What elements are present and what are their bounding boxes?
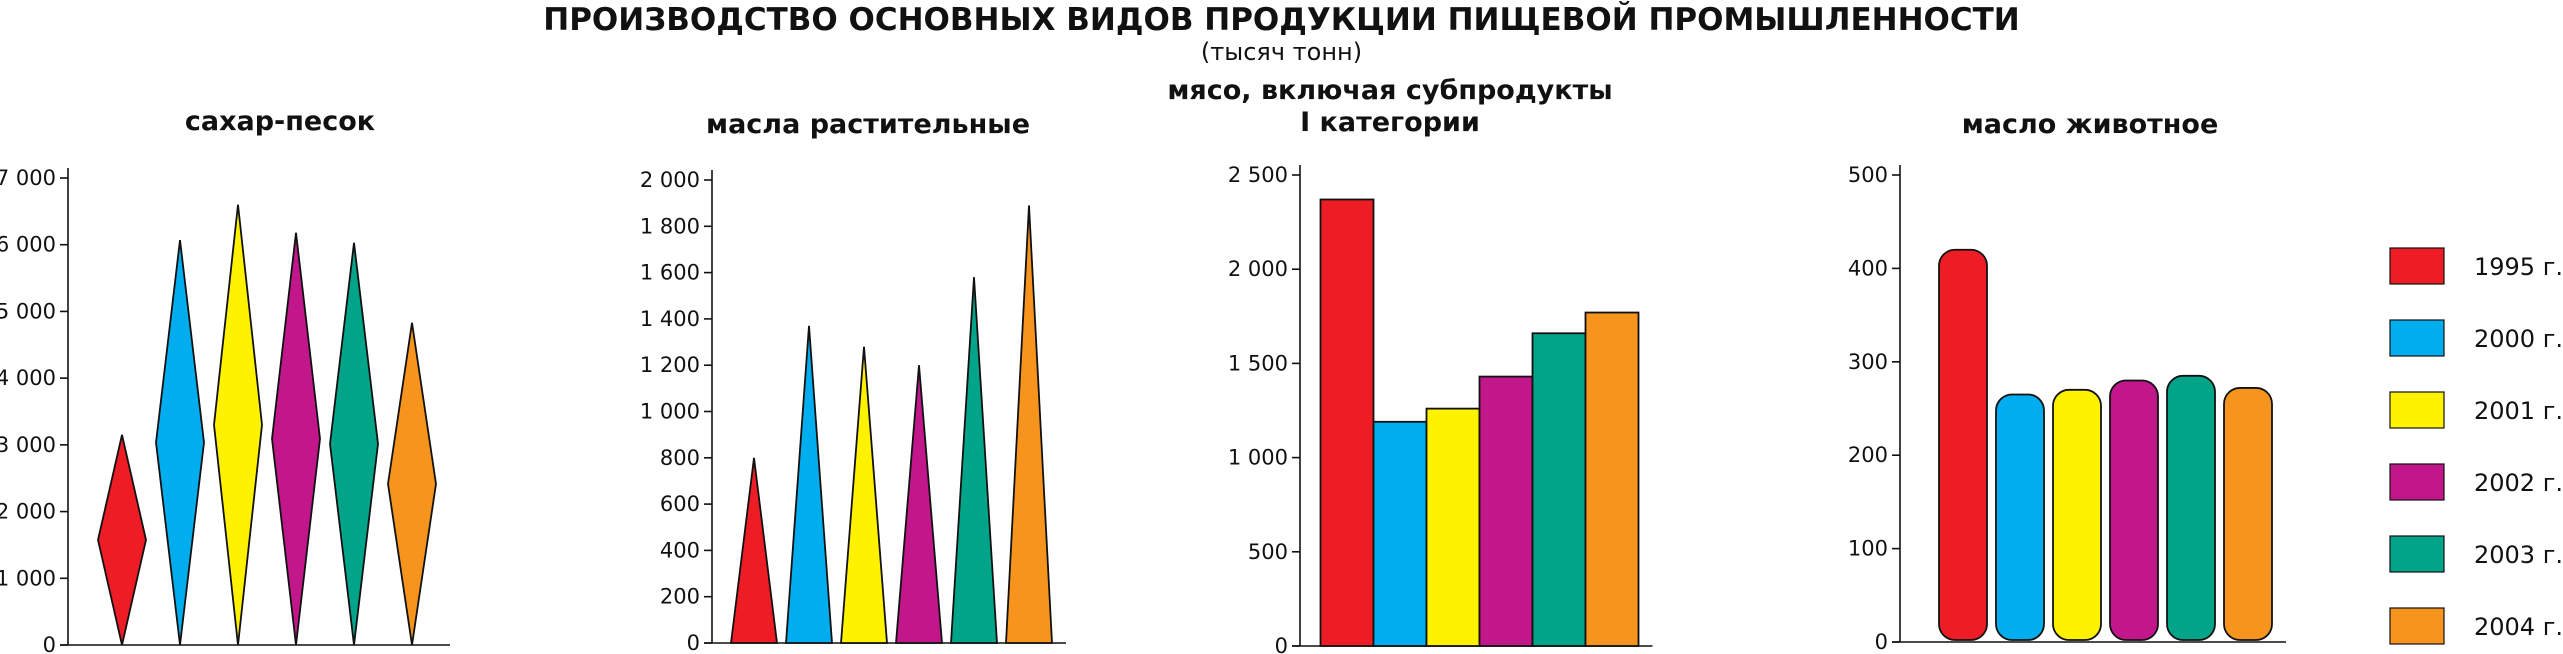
- y-tick-label: 2 000: [1228, 257, 1288, 281]
- bar-2001-diamond: [213, 204, 263, 646]
- bar-2001-rounded: [2052, 388, 2102, 641]
- legend-swatch-2000: [2389, 319, 2445, 357]
- bar-1995-rounded: [1938, 248, 1988, 641]
- bar-2000-triangle: [785, 325, 833, 644]
- y-tick-label: 2 500: [1228, 163, 1288, 187]
- legend-swatch-2002: [2389, 463, 2445, 501]
- y-tick-label: 3 000: [0, 433, 56, 457]
- y-tick-label: 300: [1848, 350, 1888, 374]
- bar-2000-rounded: [1995, 393, 2045, 641]
- y-tick-label: 400: [1848, 256, 1888, 280]
- y-tick-label: 2 000: [0, 500, 56, 524]
- bar-1995-triangle: [729, 457, 779, 644]
- y-tick-label: 800: [660, 446, 700, 470]
- y-tick-label: 1 000: [0, 566, 56, 590]
- y-tick-label: 6 000: [0, 233, 56, 257]
- bar-2002-rounded: [2109, 379, 2159, 641]
- legend-swatch-2004: [2389, 607, 2445, 645]
- bar-2003-diamond: [329, 242, 379, 646]
- legend-label-2003: 2003 г.: [2474, 541, 2563, 569]
- legend-swatch-2003: [2389, 535, 2445, 573]
- bar-2003-rounded: [2166, 374, 2216, 641]
- y-tick-label: 7 000: [0, 166, 56, 190]
- legend: 1995 г. 2000 г. 2001 г. 2002 г. 2003 г. 2004 …: [2389, 247, 2563, 645]
- chart-main-title: ПРОИЗВОДСТВО ОСНОВНЫХ ВИДОВ ПРОДУКЦИИ ПИ…: [543, 2, 2020, 38]
- y-tick-label: 1 000: [640, 400, 700, 424]
- legend-swatch-1995: [2389, 247, 2445, 285]
- y-tick-label: 600: [660, 492, 700, 516]
- legend-label-2002: 2002 г.: [2474, 469, 2563, 497]
- bar-2003-triangle: [950, 277, 998, 644]
- y-tick-label: 100: [1848, 537, 1888, 561]
- y-tick-label: 0: [1275, 634, 1288, 654]
- y-tick-label: 0: [1875, 630, 1888, 654]
- y-tick-label: 500: [1848, 163, 1888, 187]
- bar-2004-rounded: [2223, 387, 2273, 641]
- panel-title: масло животное: [1962, 109, 2219, 140]
- panel-title: I категории: [1300, 107, 1480, 138]
- y-tick-label: 400: [660, 538, 700, 562]
- bar-2002-triangle: [895, 365, 943, 644]
- bar-1995-rect: [1319, 198, 1375, 647]
- y-tick-label: 0: [687, 631, 700, 654]
- bar-2002-rect: [1478, 375, 1534, 647]
- legend-label-2000: 2000 г.: [2474, 325, 2563, 353]
- bar-2003-rect: [1531, 332, 1587, 647]
- panel-title: масла растительные: [706, 109, 1030, 140]
- bar-2002-diamond: [271, 232, 321, 646]
- chart-panel-2: масла растительные 0 200 400 600 800 1 000 1 20…: [640, 109, 1066, 654]
- legend-label-2004: 2004 г.: [2474, 613, 2563, 641]
- chart-subtitle: (тысяч тонн): [1200, 38, 1363, 66]
- y-tick-label: 1 500: [1228, 351, 1288, 375]
- y-tick-label: 5 000: [0, 299, 56, 323]
- y-tick-label: 200: [660, 585, 700, 609]
- bar-2001-triangle: [840, 346, 888, 644]
- legend-label-2001: 2001 г.: [2474, 397, 2563, 425]
- bar-2001-rect: [1425, 407, 1481, 647]
- y-tick-label: 1 600: [640, 261, 700, 285]
- legend-swatch-2001: [2389, 391, 2445, 429]
- chart-panel-4: масло животное 0 100 200 300 400 500: [1848, 109, 2286, 654]
- bar-2000-diamond: [155, 239, 205, 646]
- bar-2000-rect: [1372, 420, 1428, 647]
- y-tick-label: 1 000: [1228, 446, 1288, 470]
- y-tick-label: 4 000: [0, 366, 56, 390]
- panel-title: мясо, включая субпродукты: [1167, 75, 1612, 106]
- y-tick-label: 1 400: [640, 307, 700, 331]
- bar-2004-diamond: [387, 322, 437, 646]
- y-tick-label: 200: [1848, 443, 1888, 467]
- bar-2004-triangle: [1005, 205, 1053, 644]
- y-tick-label: 0: [43, 633, 56, 654]
- legend-label-1995: 1995 г.: [2474, 253, 2563, 281]
- panel-title: сахар-песок: [185, 106, 375, 137]
- bar-2004-rect: [1584, 311, 1640, 647]
- bar-1995-diamond: [97, 434, 147, 646]
- chart-panel-1: сахар-песок 0 1 000 2 000 3 000 4 000 5 000 6 0…: [0, 106, 450, 654]
- y-tick-label: 1 800: [640, 214, 700, 238]
- y-tick-label: 1 200: [640, 353, 700, 377]
- y-tick-label: 500: [1248, 540, 1288, 564]
- y-tick-label: 2 000: [640, 168, 700, 192]
